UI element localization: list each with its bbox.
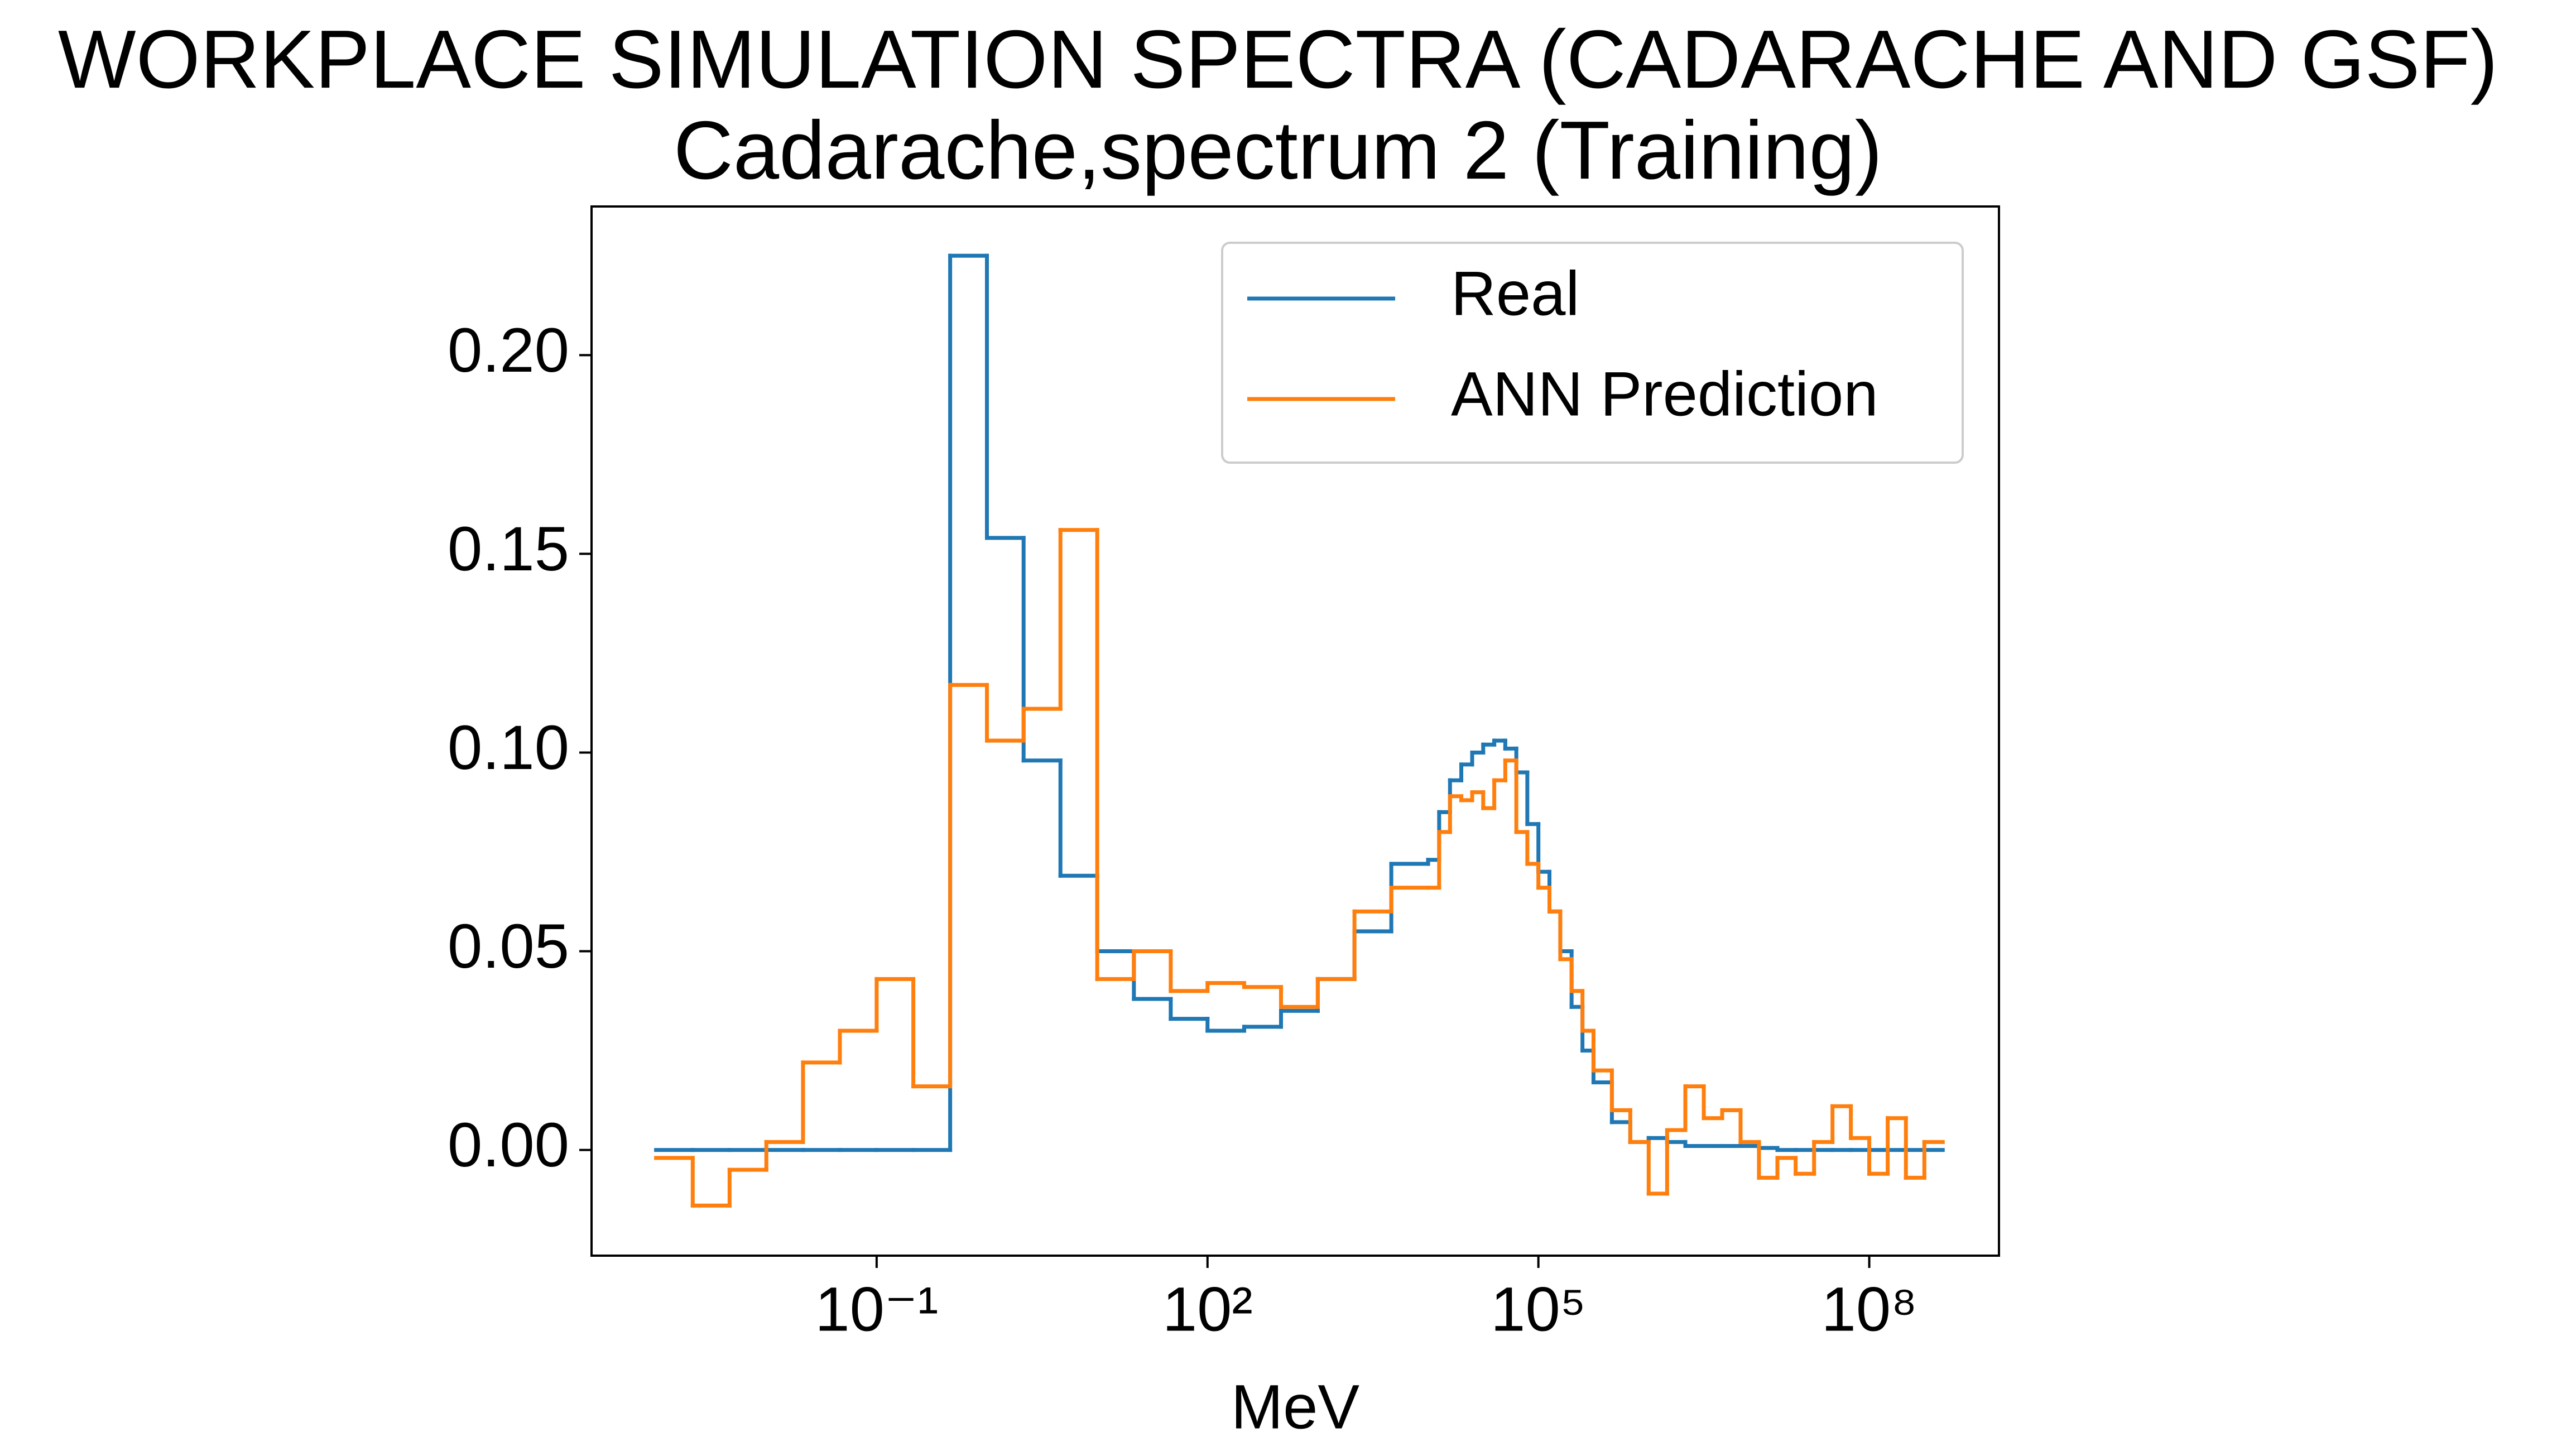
x-axis-label: MeV <box>1231 1372 1360 1442</box>
y-tick-label: 0.05 <box>448 911 569 981</box>
y-tick-label: 0.00 <box>448 1110 569 1180</box>
legend-label: ANN Prediction <box>1451 359 1878 429</box>
x-tick-label: 10⁸ <box>1822 1275 1917 1344</box>
y-tick-label: 0.15 <box>448 514 569 584</box>
legend-box <box>1221 242 1964 464</box>
chart-subtitle: Cadarache,spectrum 2 (Training) <box>674 104 1882 196</box>
x-tick-label: 10² <box>1162 1275 1253 1344</box>
series <box>654 528 1945 1208</box>
chart-title: WORKPLACE SIMULATION SPECTRA (CADARACHE … <box>58 13 2498 105</box>
legend-label: Real <box>1451 259 1579 329</box>
y-tick-label: 0.20 <box>448 315 569 385</box>
series <box>654 253 1945 1152</box>
y-tick-label: 0.10 <box>448 713 569 782</box>
plot-frame <box>590 205 2000 1257</box>
x-tick-label: 10⁻¹ <box>815 1275 938 1344</box>
x-tick-label: 10⁵ <box>1491 1275 1586 1344</box>
